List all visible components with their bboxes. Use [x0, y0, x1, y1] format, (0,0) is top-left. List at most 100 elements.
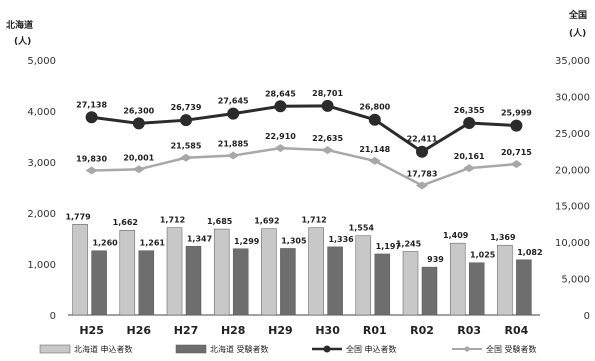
left-tick-label: 5,000 [27, 56, 56, 67]
category-label: R04 [505, 324, 529, 337]
national-applicants-point [132, 117, 145, 130]
legend: 北海道 申込者数 北海道 受験者数 全国 申込者数 全国 受験者数 [39, 344, 537, 354]
bar-examinees [280, 248, 296, 316]
national-applicants-point [510, 119, 523, 132]
left-tick-label: 1,000 [27, 260, 56, 271]
left-tick-label: 4,000 [27, 107, 56, 118]
bar-data-label: 1,245 [396, 240, 422, 249]
line-data-label: 28,701 [312, 89, 343, 98]
line-data-label: 27,138 [76, 100, 107, 109]
bar-data-label: 1,692 [254, 217, 279, 226]
bar-data-label: 939 [427, 255, 444, 264]
national-applicants-point [416, 145, 428, 158]
line-data-label: 17,783 [407, 169, 438, 178]
bar-examinees [468, 262, 485, 316]
bar-data-label: 1,261 [140, 239, 166, 248]
bar-examinees [374, 253, 391, 316]
left-tick-label: 0 [50, 311, 56, 322]
legend-marker [323, 345, 331, 353]
bar-applicants [166, 227, 183, 316]
legend-swatch [39, 344, 71, 354]
legend-marker [463, 346, 471, 352]
bar-applicants [308, 227, 324, 316]
right-tick-label: 10,000 [555, 238, 590, 249]
national-examinees-point [416, 181, 428, 190]
national-applicants-line [91, 104, 517, 154]
line-data-label: 21,885 [218, 140, 249, 149]
bar-data-label: 1,299 [234, 237, 260, 246]
line-data-label: 21,148 [359, 145, 390, 154]
left-axis-ticks: 0 1,000 2,000 3,000 4,000 5,000 [27, 56, 56, 322]
right-tick-label: 20,000 [555, 165, 590, 176]
line-data-label: 20,715 [501, 148, 532, 157]
category-label: R01 [363, 324, 387, 337]
data-labels-group: 1,779 1,662 1,712 1,685 1,692 1,712 1,554 1,245… [65, 89, 542, 264]
national-applicants-point [368, 113, 381, 126]
bar-data-label: 1,305 [281, 236, 307, 245]
legend-label: 全国 申込者数 [346, 344, 397, 354]
lines-group [85, 99, 523, 190]
left-axis-title: 北海道 [6, 19, 33, 31]
left-tick-label: 3,000 [27, 158, 56, 169]
line-data-label: 20,001 [123, 153, 154, 162]
national-examinees-point [510, 160, 523, 169]
category-label: H26 [127, 324, 152, 337]
national-applicants-point [463, 116, 476, 129]
bar-examinees [138, 250, 155, 316]
national-applicants-point [85, 111, 98, 124]
category-labels-group: H25 H26 H27 H28 H29 H30 R01 R02 R03 R04 [79, 324, 528, 337]
line-data-label: 22,411 [407, 135, 438, 144]
national-applicants-point [227, 107, 240, 120]
bar-examinees [421, 266, 438, 316]
bar-applicants [402, 251, 419, 316]
national-examinees-line [91, 146, 517, 187]
bar-data-label: 1,082 [517, 248, 542, 257]
left-axis-unit: (人) [14, 35, 31, 47]
bar-applicants [449, 242, 466, 316]
bar-applicants [497, 244, 513, 316]
bar-data-label: 1,712 [160, 216, 185, 225]
category-label: H30 [315, 324, 340, 337]
right-tick-label: 0 [584, 311, 590, 322]
bar-examinees [232, 248, 249, 316]
right-axis-ticks: 0 5,000 10,000 15,000 20,000 25,000 30,000 35,0… [555, 56, 590, 322]
right-tick-label: 30,000 [555, 92, 590, 103]
line-data-label: 19,830 [76, 155, 107, 164]
category-label: H25 [79, 324, 104, 337]
right-axis-title: 全国 [568, 9, 587, 21]
bar-data-label: 1,409 [443, 231, 469, 240]
right-tick-label: 25,000 [555, 129, 590, 140]
category-label: H29 [268, 324, 293, 337]
legend-label: 全国 受験者数 [486, 344, 537, 354]
national-examinees-point [85, 166, 98, 175]
bar-applicants [119, 229, 136, 316]
line-data-label: 26,800 [359, 103, 390, 112]
right-tick-label: 15,000 [555, 202, 590, 213]
legend-label: 北海道 申込者数 [74, 344, 133, 354]
line-data-label: 27,645 [218, 97, 249, 106]
national-examinees-point [321, 146, 334, 155]
bar-applicants [261, 228, 277, 316]
category-label: R03 [457, 324, 481, 337]
legend-label: 北海道 受験者数 [210, 344, 269, 354]
line-data-label: 22,910 [265, 132, 296, 141]
bar-data-label: 1,025 [470, 251, 496, 260]
bar-data-label: 1,197 [376, 242, 401, 251]
line-data-label: 26,355 [454, 106, 485, 115]
national-examinees-point [274, 144, 287, 153]
line-data-label: 25,999 [501, 109, 532, 118]
line-data-label: 26,300 [123, 106, 154, 115]
line-data-label: 21,585 [171, 142, 202, 151]
bars-group [72, 224, 532, 316]
right-tick-label: 35,000 [555, 56, 590, 67]
bar-data-label: 1,260 [92, 239, 118, 248]
category-label: R02 [410, 324, 434, 337]
legend-swatch [175, 344, 207, 354]
bar-data-label: 1,779 [65, 212, 91, 221]
line-data-label: 20,161 [454, 152, 485, 161]
bar-applicants [213, 228, 230, 316]
national-examinees-point [463, 164, 476, 173]
national-examinees-point [227, 151, 240, 160]
bar-applicants [72, 224, 88, 316]
